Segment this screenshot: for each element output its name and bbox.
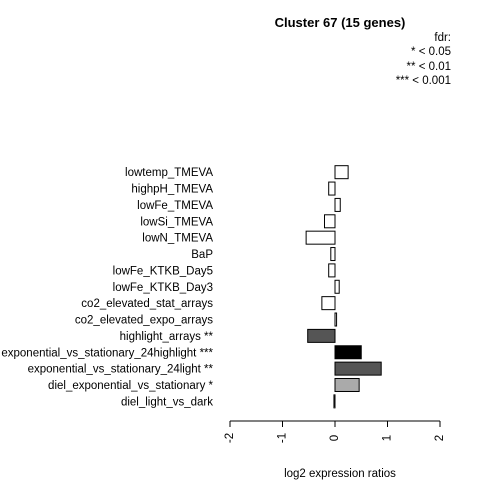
- legend-title: fdr:: [434, 32, 451, 44]
- category-label-co2-elevated-expo-arrays: co2_elevated_expo_arrays: [75, 315, 213, 327]
- category-label-lown-tmeva: lowN_TMEVA: [142, 233, 213, 245]
- bar-lowfe-tmeva: [334, 197, 341, 212]
- bar-lown-tmeva: [305, 230, 336, 245]
- chart-legend: fdr: * < 0.05 ** < 0.01 *** < 0.001: [396, 32, 451, 87]
- bar-lowfe-ktkb-day5: [328, 263, 336, 278]
- bar-exponential-vs-stationary-24highlight: [334, 345, 362, 360]
- legend-entry-fdr-001: ** < 0.01: [407, 61, 451, 73]
- bar-diel-light-vs-dark: [333, 394, 336, 409]
- legend-entry-fdr-0001: *** < 0.001: [396, 75, 451, 87]
- category-label-exponential-vs-stationary-24light: exponential_vs_stationary_24light **: [28, 364, 214, 376]
- category-label-bap: BaP: [191, 249, 213, 261]
- bar-exponential-vs-stationary-24light: [334, 361, 382, 376]
- bar-co2-elevated-stat-arrays: [321, 296, 336, 311]
- x-tick-label: -2: [224, 433, 236, 443]
- x-axis: -2 -1 0 1 2: [224, 420, 446, 443]
- chart-title: Cluster 67 (15 genes): [275, 15, 406, 30]
- x-axis-title: log2 expression ratios: [284, 468, 396, 480]
- x-tick-label: 2: [434, 435, 446, 441]
- bar-bap: [330, 247, 336, 262]
- category-label-lowfe-ktkb-day3: lowFe_KTKB_Day3: [113, 282, 213, 294]
- bar-highlight-arrays: [307, 328, 336, 343]
- x-tick-label: -1: [277, 433, 289, 443]
- bar-diel-exponential-vs-stationary: [334, 377, 360, 392]
- x-tick-label: 1: [382, 435, 394, 441]
- category-labels-group: lowtemp_TMEVA highpH_TMEVA lowFe_TMEVA lowS…: [1, 167, 213, 408]
- bar-co2-elevated-expo-arrays: [334, 312, 338, 327]
- bar-lowfe-ktkb-day3: [334, 279, 340, 294]
- category-label-highlight-arrays: highlight_arrays **: [120, 331, 214, 343]
- bar-highph-tmeva: [328, 181, 336, 196]
- category-label-lowfe-tmeva: lowFe_TMEVA: [137, 200, 213, 212]
- bars-group: [305, 165, 382, 409]
- bar-lowsi-tmeva: [324, 214, 336, 229]
- category-label-exponential-vs-stationary-24highlight: exponential_vs_stationary_24highlight **…: [1, 347, 213, 359]
- category-label-lowfe-ktkb-day5: lowFe_KTKB_Day5: [113, 265, 213, 277]
- legend-entry-fdr-005: * < 0.05: [411, 46, 451, 58]
- category-label-diel-light-vs-dark: diel_light_vs_dark: [121, 396, 213, 408]
- category-label-diel-exponential-vs-stationary: diel_exponential_vs_stationary *: [48, 380, 213, 392]
- x-tick-label: 0: [329, 435, 341, 441]
- category-label-lowsi-tmeva: lowSi_TMEVA: [140, 216, 213, 228]
- bar-lowtemp-tmeva: [334, 165, 349, 180]
- category-label-lowtemp-tmeva: lowtemp_TMEVA: [125, 167, 213, 179]
- category-label-highph-tmeva: highpH_TMEVA: [131, 184, 213, 196]
- category-label-co2-elevated-stat-arrays: co2_elevated_stat_arrays: [81, 298, 213, 310]
